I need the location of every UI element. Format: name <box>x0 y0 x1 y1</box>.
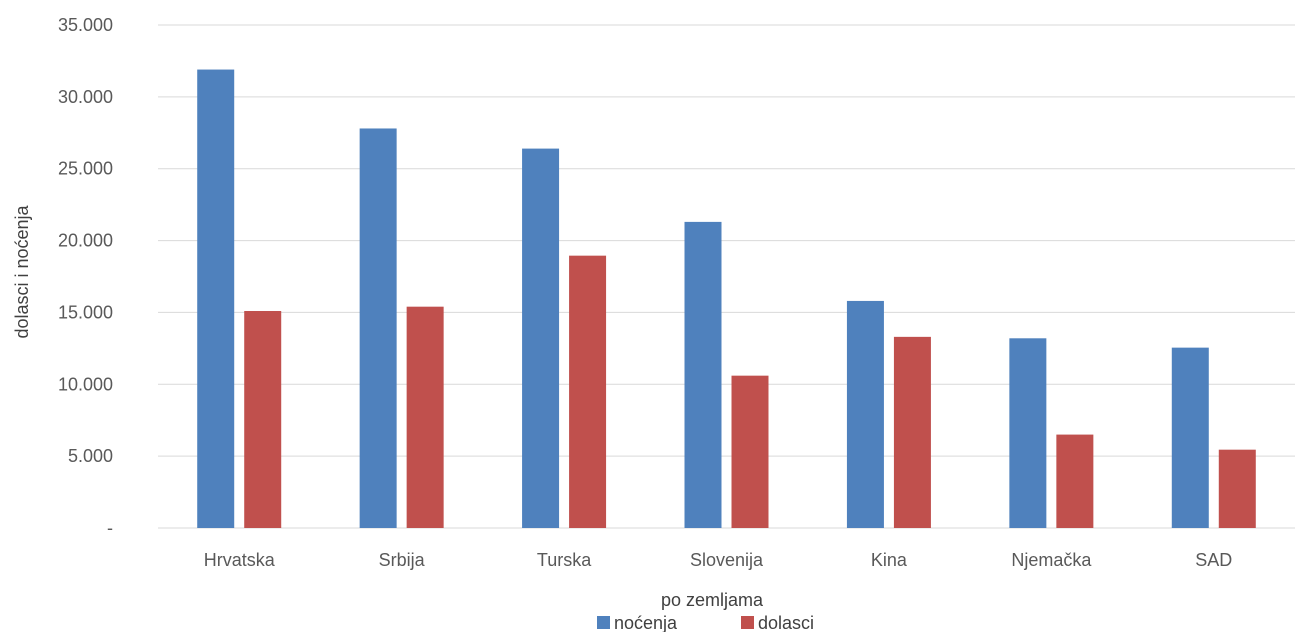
bar-nocenja <box>359 128 397 528</box>
bar-dolasci <box>569 255 607 528</box>
legend-label: dolasci <box>758 613 814 632</box>
bar-nocenja <box>684 221 722 529</box>
y-tick-label: 30.000 <box>58 87 113 107</box>
legend: noćenja dolasci <box>597 613 814 632</box>
y-tick-label: 35.000 <box>58 15 113 35</box>
x-tick-label: Srbija <box>379 550 426 570</box>
y-tick-label: 25.000 <box>58 159 113 179</box>
y-tick-label: 5.000 <box>68 446 113 466</box>
x-tick-label: Kina <box>871 550 908 570</box>
y-tick-label: 15.000 <box>58 302 113 322</box>
bar-dolasci <box>244 310 282 528</box>
bar-nocenja <box>1171 347 1209 528</box>
x-tick-label: Slovenija <box>690 550 764 570</box>
gridlines <box>158 24 1295 529</box>
y-tick-label: - <box>107 518 113 538</box>
bar-dolasci <box>406 306 444 528</box>
bar-nocenja <box>522 148 560 528</box>
x-axis-label: po zemljama <box>661 590 764 610</box>
bars <box>197 69 1256 529</box>
bar-nocenja <box>197 69 235 529</box>
bar-dolasci <box>731 375 769 528</box>
y-axis-label: dolasci i noćenja <box>12 204 32 338</box>
bar-dolasci <box>893 336 931 528</box>
bar-nocenja <box>1009 338 1047 528</box>
legend-swatch <box>597 616 610 629</box>
x-tick-label: SAD <box>1195 550 1232 570</box>
x-tick-label: Njemačka <box>1011 550 1092 570</box>
legend-swatch <box>741 616 754 629</box>
y-tick-label: 20.000 <box>58 231 113 251</box>
bar-dolasci <box>1218 449 1256 528</box>
x-axis-ticks: Hrvatska Srbija Turska Slovenija Kina Njemačk… <box>204 550 1233 570</box>
x-tick-label: Turska <box>537 550 592 570</box>
legend-label: noćenja <box>614 613 678 632</box>
bar-nocenja <box>846 300 884 528</box>
x-tick-label: Hrvatska <box>204 550 276 570</box>
bar-dolasci <box>1056 434 1094 528</box>
y-tick-label: 10.000 <box>58 374 113 394</box>
y-axis-ticks: - 5.000 10.000 15.000 20.000 25.000 30.000 35.0… <box>58 15 113 538</box>
